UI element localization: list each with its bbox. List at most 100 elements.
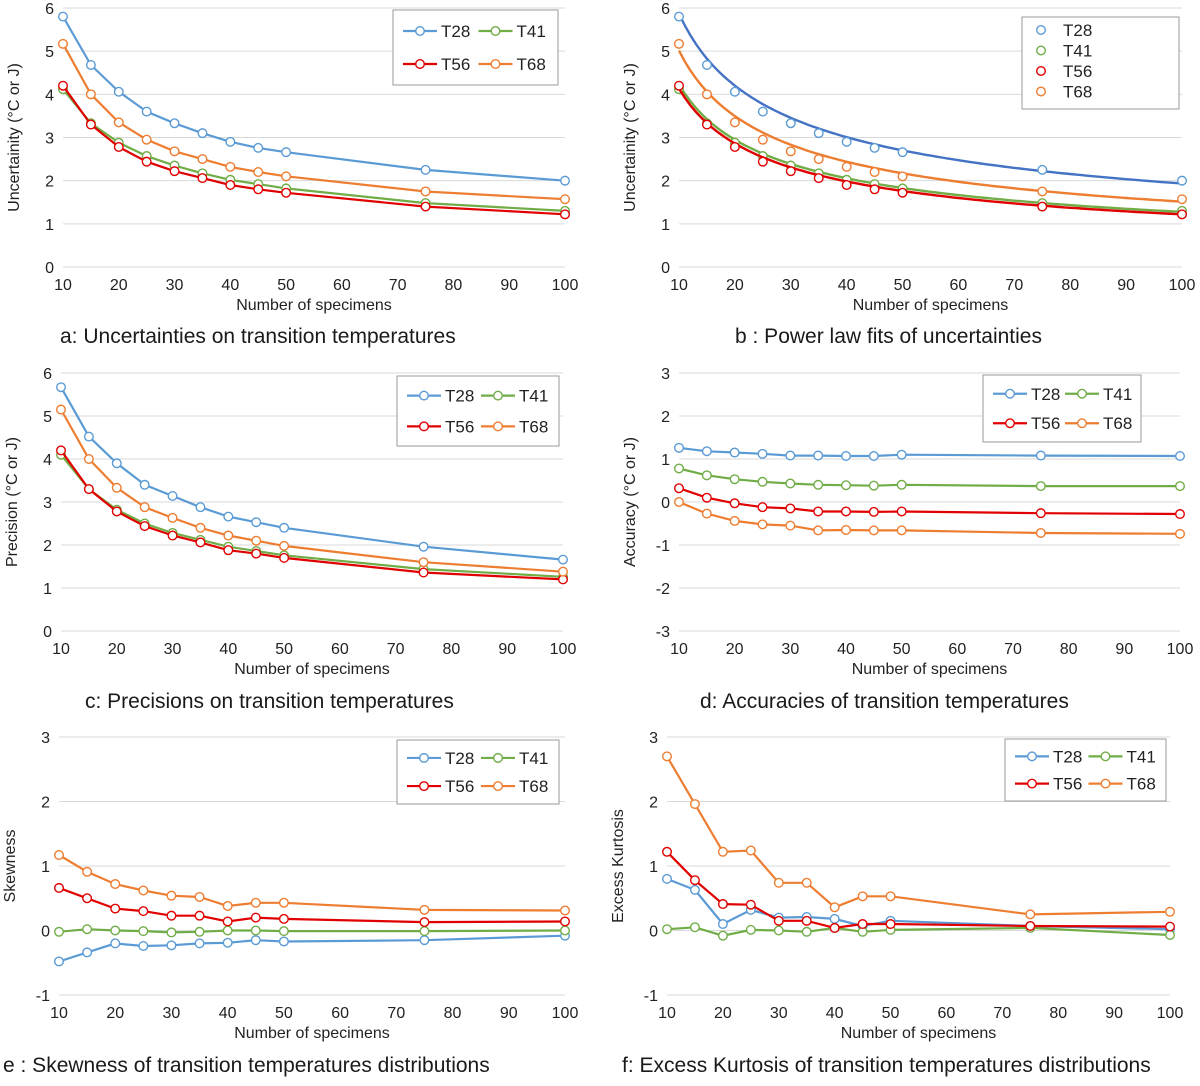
legend-label-b-T41: T41 [1063,42,1092,61]
y-tick-label-d-0: -3 [656,624,670,641]
x-tick-label-e-0: 10 [50,1005,68,1022]
legend-marker-f-T28 [1026,751,1037,762]
marker-b-T56-20 [729,141,740,152]
marker-f-T68-35 [801,877,812,888]
legend-label-e-T28: T28 [445,749,474,768]
marker-e-T56-15 [82,893,93,904]
x-tick-label-a-0: 10 [54,277,72,294]
series-f-T68 [662,751,1175,920]
marker-d-T68-25 [757,519,768,530]
legend-label-d-T28: T28 [1031,385,1060,404]
marker-a-T68-15 [85,89,96,100]
marker-e-T41-20 [110,925,121,936]
legend-marker-a-T41 [490,26,501,37]
marker-e-T28-25 [138,940,149,951]
marker-f-T56-50 [885,919,896,930]
marker-f-T28-15 [689,884,700,895]
marker-e-T56-40 [222,916,233,927]
marker-c-T28-40 [223,511,234,522]
series-d-T56 [674,483,1185,520]
y-tick-label-d-1: -2 [656,581,670,598]
y-tick-label-b-0: 0 [661,260,670,277]
marker-d-T56-75 [1035,508,1046,519]
marker-d-T28-25 [757,448,768,459]
legend-d: T28 T41 T56 T68 [982,374,1142,443]
marker-c-T28-15 [83,431,94,442]
legend-box-a [392,9,559,86]
y-tick-label-a-1: 1 [45,217,54,234]
marker-a-T68-75 [420,186,431,197]
x-tick-label-c-0: 10 [52,641,70,658]
y-tick-label-c-6: 6 [43,366,52,383]
legend-marker-b-T41 [1035,45,1046,56]
x-tick-label-c-5: 60 [331,641,349,658]
marker-a-T68-50 [281,171,292,182]
marker-e-T56-100 [560,916,571,927]
legend-marker-f-T68 [1100,778,1111,789]
series-f-T56 [662,846,1175,933]
marker-f-T56-10 [662,846,673,857]
marker-a-T56-100 [560,209,571,220]
y-tick-label-b-1: 1 [661,217,670,234]
marker-e-T68-50 [278,897,289,908]
marker-f-T68-75 [1025,909,1036,920]
marker-c-T28-100 [558,554,569,565]
x-tick-label-a-1: 20 [110,277,128,294]
legend-marker-f-T56 [1026,778,1037,789]
marker-a-T68-35 [197,154,208,165]
marker-a-T68-25 [141,134,152,145]
marker-b-T56-10 [674,80,685,91]
legend-marker-b-T28 [1035,25,1046,36]
marker-e-T41-50 [278,926,289,937]
legend-label-d-T41: T41 [1103,385,1132,404]
x-tick-label-f-0: 10 [658,1005,676,1022]
legend-label-a-T28: T28 [441,22,470,41]
marker-a-T28-50 [281,147,292,158]
marker-b-T68-50 [897,171,908,182]
chart-panel-c: 0 1 2 3 4 5 6 10 20 30 40 50 60 70 80 90 100 Number of sp… [4,366,576,678]
marker-a-T28-100 [560,175,571,186]
legend-e: T28 T41 T56 T68 [396,739,560,805]
x-tick-label-f-1: 20 [714,1005,732,1022]
legend-box-f [1004,738,1167,802]
x-tick-label-a-6: 70 [389,277,407,294]
series-e-T41 [54,924,571,938]
marker-d-T56-15 [701,492,712,503]
series-line-e-T41 [58,928,566,934]
marker-a-T56-35 [197,173,208,184]
legend-label-a-T41: T41 [517,22,546,41]
caption-panel-a: a: Uncertainties on transition temperatu… [60,325,456,348]
y-tick-label-b-6: 6 [661,1,670,18]
x-tick-label-a-8: 90 [500,277,518,294]
marker-f-T28-10 [662,873,673,884]
series-line-c-T56 [60,449,564,581]
marker-d-T28-50 [896,449,907,460]
x-tick-label-c-2: 30 [164,641,182,658]
series-line-c-T41 [60,454,564,578]
series-a-T68 [58,38,571,205]
legend-label-b-T28: T28 [1063,21,1092,40]
marker-e-T28-35 [194,938,205,949]
legend-label-d-T56: T56 [1031,414,1060,433]
marker-e-T56-30 [166,910,177,921]
series-e-T56 [54,882,571,928]
marker-a-T68-45 [253,167,264,178]
marker-a-T56-25 [141,156,152,167]
series-c-T68 [56,404,569,577]
marker-b-T68-20 [729,117,740,128]
series-line-d-T56 [678,487,1181,516]
marker-c-T28-10 [56,382,67,393]
marker-b-T28-45 [869,142,880,153]
marker-b-T28-10 [674,11,685,22]
series-line-d-T41 [678,467,1180,488]
x-tick-label-a-5: 60 [333,277,351,294]
marker-a-T28-15 [85,59,96,70]
x-tick-label-b-2: 30 [782,277,800,294]
marker-f-T56-15 [689,875,700,886]
marker-f-T56-20 [717,899,728,910]
legend-marker-a-T56 [415,59,426,70]
marker-c-T56-35 [195,537,206,548]
marker-f-T68-25 [745,845,756,856]
y-tick-label-e-2: 1 [41,859,50,876]
